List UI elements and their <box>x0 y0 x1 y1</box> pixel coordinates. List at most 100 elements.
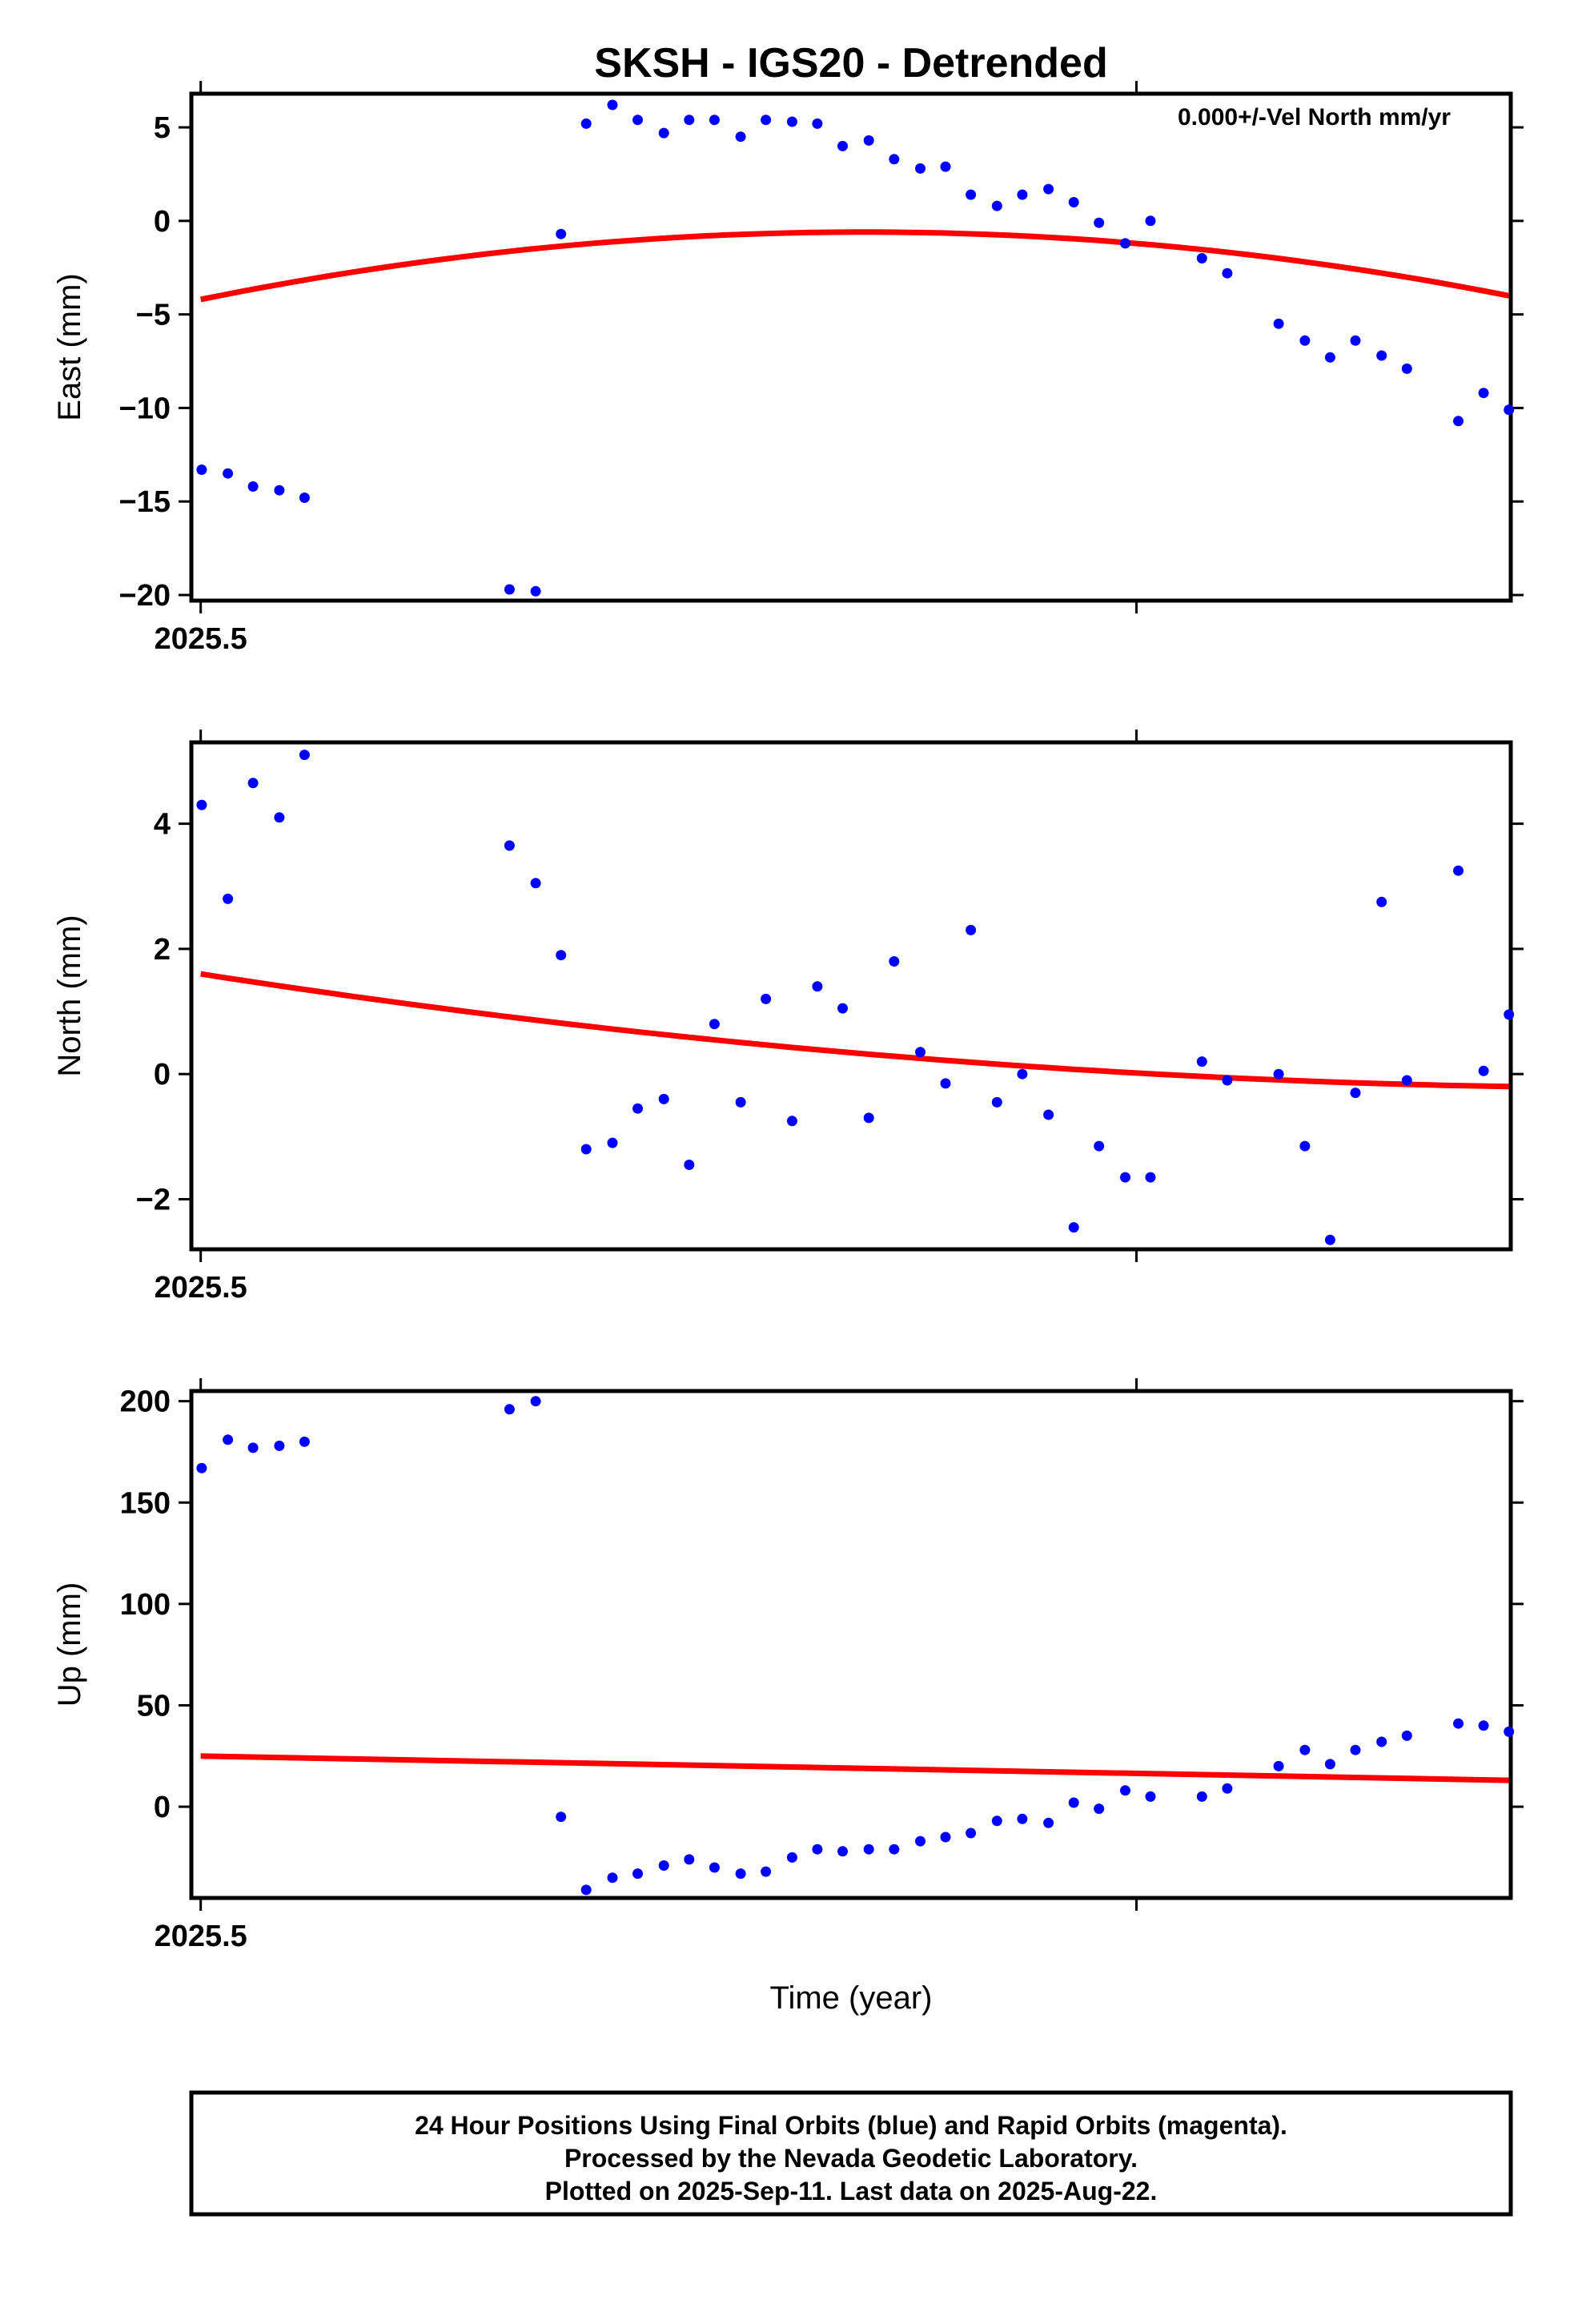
footer-line-3: Plotted on 2025-Sep-11. Last data on 202… <box>545 2177 1158 2205</box>
footer-line-2: Processed by the Nevada Geodetic Laborat… <box>564 2144 1138 2173</box>
north-data-point <box>1376 896 1387 907</box>
up-data-point <box>1504 1726 1515 1737</box>
north-data-point <box>837 1003 848 1014</box>
up-data-point <box>274 1440 285 1451</box>
east-data-point <box>1222 267 1233 279</box>
up-data-point <box>709 1862 720 1873</box>
north-data-point <box>1043 1109 1054 1120</box>
east-data-point <box>889 154 900 165</box>
east-data-point <box>530 585 541 597</box>
east-data-point <box>1504 404 1515 416</box>
north-data-point <box>1453 865 1464 876</box>
north-data-point <box>299 750 310 761</box>
east-data-point <box>837 140 848 151</box>
up-data-point <box>786 1852 797 1863</box>
up-data-point <box>1478 1720 1489 1731</box>
east-data-point <box>580 118 592 129</box>
up-ytick-label: 100 <box>120 1588 171 1622</box>
north-data-point <box>530 878 541 889</box>
north-data-point <box>196 799 207 810</box>
north-data-point <box>915 1047 926 1058</box>
up-ytick-label: 150 <box>120 1486 171 1520</box>
north-data-point <box>889 956 900 967</box>
east-data-point <box>632 115 643 126</box>
up-data-point <box>761 1866 772 1877</box>
up-data-point <box>1453 1718 1464 1729</box>
north-data-point <box>991 1096 1002 1108</box>
north-data-point <box>556 950 567 961</box>
up-data-point <box>684 1854 695 1865</box>
east-data-point <box>915 163 926 174</box>
north-data-point <box>966 924 977 935</box>
up-data-point <box>1196 1791 1207 1802</box>
up-data-point <box>1376 1736 1387 1747</box>
x-axis-label: Time (year) <box>770 1980 933 2016</box>
up-data-point <box>1273 1760 1284 1771</box>
north-data-point <box>786 1116 797 1127</box>
east-data-point <box>247 481 259 492</box>
up-data-point <box>991 1815 1002 1827</box>
east-data-point <box>1120 238 1130 249</box>
east-data-point <box>761 115 772 126</box>
east-data-point <box>786 116 797 127</box>
north-data-point <box>1017 1068 1028 1080</box>
up-data-point <box>1222 1783 1233 1794</box>
chart-title: SKSH - IGS20 - Detrended <box>594 40 1107 86</box>
north-ytick-label: 4 <box>154 808 171 842</box>
east-data-point <box>1299 335 1311 346</box>
up-data-point <box>1043 1817 1054 1828</box>
up-data-point <box>915 1835 926 1847</box>
east-data-point <box>684 115 695 126</box>
east-data-point <box>812 118 823 129</box>
up-frame <box>189 1389 1513 1900</box>
up-data-point <box>223 1434 234 1445</box>
north-data-point <box>735 1096 746 1108</box>
east-xtick-label: 2025.5 <box>155 622 247 656</box>
up-data-point <box>196 1462 207 1474</box>
up-fit-line <box>200 1753 1509 1783</box>
north-data-point <box>1401 1075 1412 1086</box>
north-y-axis-label: North (mm) <box>52 915 87 1076</box>
east-frame <box>189 91 1513 603</box>
up-data-point <box>556 1811 567 1823</box>
east-ytick-label: −5 <box>136 299 171 332</box>
north-data-point <box>940 1078 951 1089</box>
up-data-point <box>940 1831 951 1843</box>
east-data-point <box>1350 335 1361 346</box>
footer-line-1: 24 Hour Positions Using Final Orbits (bl… <box>415 2111 1287 2140</box>
north-ytick-label: −2 <box>136 1183 171 1216</box>
up-data-point <box>966 1827 977 1839</box>
up-data-point <box>632 1868 643 1880</box>
up-data-point <box>863 1844 874 1855</box>
north-data-point <box>274 812 285 823</box>
up-ytick-label: 200 <box>120 1385 171 1419</box>
east-data-point <box>1401 363 1412 374</box>
up-data-point <box>607 1872 618 1884</box>
east-data-point <box>1043 183 1054 195</box>
up-data-point <box>1324 1759 1335 1770</box>
east-data-point <box>658 127 669 139</box>
east-data-point <box>940 161 951 172</box>
north-data-point <box>761 993 772 1004</box>
east-ytick-label: 0 <box>154 205 171 239</box>
east-data-point <box>607 99 618 111</box>
up-ytick-label: 50 <box>137 1689 171 1723</box>
north-data-point <box>1478 1065 1489 1076</box>
up-data-point <box>1401 1730 1412 1741</box>
north-data-point <box>247 778 259 789</box>
up-data-point <box>1017 1813 1028 1824</box>
east-fit-line <box>200 229 1510 303</box>
north-panel: 4 2 0 −2 2025.5 North (mm) <box>52 730 1524 1305</box>
east-ytick-label: 5 <box>154 111 171 145</box>
north-data-point <box>1222 1075 1233 1086</box>
up-data-point <box>889 1844 900 1855</box>
north-data-point <box>504 840 515 851</box>
north-data-point <box>863 1112 874 1124</box>
east-data-point <box>1453 416 1464 427</box>
north-data-point <box>1094 1140 1105 1152</box>
east-data-point <box>709 115 720 126</box>
east-data-point <box>863 135 874 146</box>
up-data-point <box>580 1884 592 1896</box>
up-data-point <box>1299 1744 1311 1755</box>
